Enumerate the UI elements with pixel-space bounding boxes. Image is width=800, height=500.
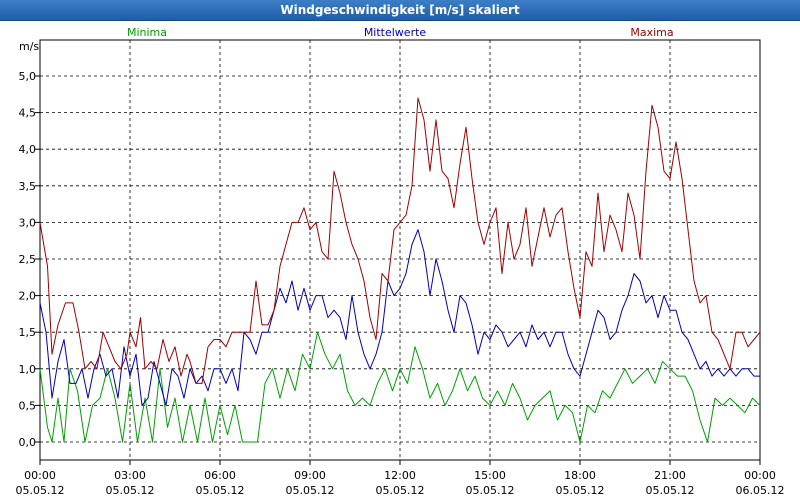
y-tick-label: 4,5 bbox=[19, 107, 37, 120]
x-tick-time-label: 00:00 bbox=[24, 469, 56, 482]
legend: Minima Mittelwerte Maxima bbox=[127, 26, 674, 39]
legend-item-mittelwerte: Mittelwerte bbox=[364, 26, 427, 39]
series-line-minima bbox=[39, 331, 761, 443]
x-tick-date-label: 05.05.12 bbox=[556, 484, 605, 497]
x-tick-date-label: 05.05.12 bbox=[196, 484, 245, 497]
legend-item-minima: Minima bbox=[127, 26, 167, 39]
x-tick-date-label: 05.05.12 bbox=[106, 484, 155, 497]
series-line-mittelwerte bbox=[39, 229, 760, 406]
y-tick-label: 0,5 bbox=[19, 399, 37, 412]
x-tick-time-label: 18:00 bbox=[564, 469, 596, 482]
y-tick-label: 5,0 bbox=[19, 70, 37, 83]
x-tick-time-label: 06:00 bbox=[204, 469, 236, 482]
y-tick-label: 2,0 bbox=[19, 290, 37, 303]
x-tick-date-label: 05.05.12 bbox=[16, 484, 65, 497]
y-tick-label: 0,0 bbox=[19, 436, 37, 449]
y-tick-label: 1,0 bbox=[19, 363, 37, 376]
x-axis-ticks: 00:00 05.05.12 03:00 05.05.12 06:00 05.05.12 0… bbox=[16, 460, 785, 497]
y-axis-ticks: 0,0 0,5 1,0 1,5 2,0 2,5 3,0 3,5 4,0 4,5 5,0 bbox=[19, 70, 40, 449]
y-tick-label: 2,5 bbox=[19, 253, 37, 266]
x-tick-date-label: 05.05.12 bbox=[286, 484, 335, 497]
x-tick-time-label: 15:00 bbox=[474, 469, 506, 482]
legend-item-maxima: Maxima bbox=[630, 26, 673, 39]
x-tick-time-label: 21:00 bbox=[654, 469, 686, 482]
window-title-bar: Windgeschwindigkeit [m/s] skaliert bbox=[0, 0, 800, 21]
x-tick-time-label: 03:00 bbox=[114, 469, 146, 482]
series-line-maxima bbox=[39, 97, 761, 384]
y-tick-label: 1,5 bbox=[19, 326, 37, 339]
x-tick-date-label: 06.05.12 bbox=[736, 484, 785, 497]
x-tick-date-label: 05.05.12 bbox=[466, 484, 515, 497]
x-tick-time-label: 12:00 bbox=[384, 469, 416, 482]
y-tick-label: 3,0 bbox=[19, 216, 37, 229]
x-tick-time-label: 00:00 bbox=[744, 469, 776, 482]
y-tick-label: 4,0 bbox=[19, 143, 37, 156]
x-tick-date-label: 05.05.12 bbox=[646, 484, 695, 497]
series-lines bbox=[39, 97, 761, 443]
y-tick-label: 3,5 bbox=[19, 180, 37, 193]
x-tick-time-label: 09:00 bbox=[294, 469, 326, 482]
y-axis-label: m/s bbox=[19, 40, 39, 53]
x-tick-date-label: 05.05.12 bbox=[376, 484, 425, 497]
